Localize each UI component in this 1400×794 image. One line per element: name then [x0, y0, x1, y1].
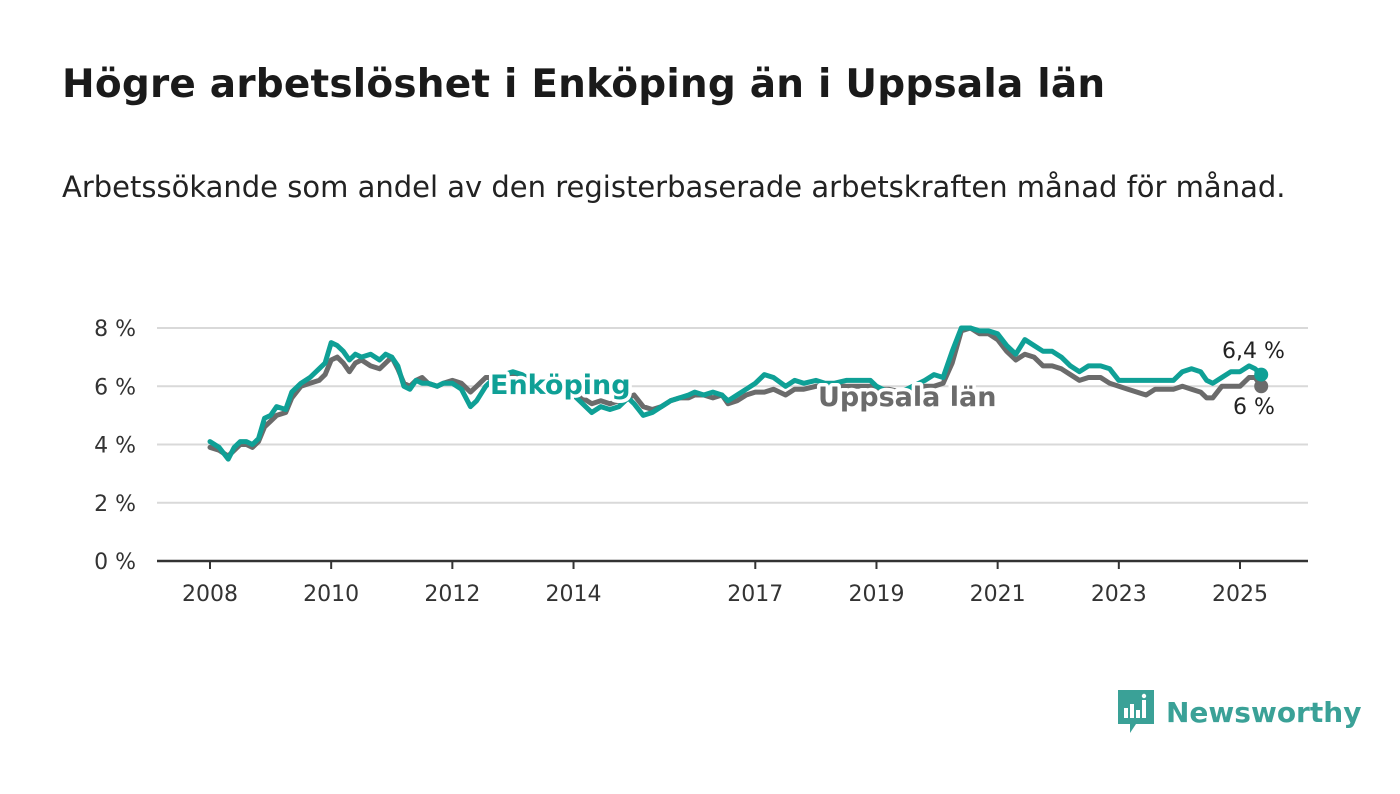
y-tick-label: 2 %	[94, 492, 136, 517]
newsworthy-brand: Newsworthy	[1118, 690, 1361, 734]
line-chart: 0 % 2 % 4 % 6 % 8 % 2008 2010 2012 2014 2017 2019…	[94, 317, 1308, 607]
series-label-enkoping: Enköping	[490, 370, 631, 401]
end-value-uppsala-lan: 6 %	[1233, 395, 1275, 420]
x-tick-label: 2008	[182, 582, 238, 607]
y-axis: 0 % 2 % 4 % 6 % 8 %	[94, 317, 136, 575]
x-tick-label: 2017	[727, 582, 783, 607]
x-tick-label: 2025	[1212, 582, 1268, 607]
brand-name: Newsworthy	[1166, 695, 1362, 729]
series-label-uppsala-lan: Uppsala län	[818, 382, 996, 413]
x-tick-label: 2010	[303, 582, 359, 607]
series-line-uppsala-lan	[207, 325, 1264, 459]
x-tick-label: 2014	[546, 582, 602, 607]
chart-title: Högre arbetslöshet i Enköping än i Uppsa…	[62, 62, 1106, 107]
y-tick-label: 6 %	[94, 375, 136, 400]
x-axis: 2008 2010 2012 2014 2017 2019 2021 2023 2025	[157, 559, 1308, 607]
end-point-uppsala-lan	[1254, 379, 1269, 394]
chart-subtitle: Arbetssökande som andel av den registerb…	[62, 170, 1286, 204]
x-tick-label: 2021	[970, 582, 1026, 607]
series-lines	[207, 325, 1269, 462]
y-tick-label: 8 %	[94, 317, 136, 342]
x-tick-label: 2012	[424, 582, 480, 607]
series-labels: Enköping Uppsala län 6,4 % 6 %	[487, 339, 1285, 420]
x-tick-label: 2019	[848, 582, 904, 607]
end-point-enkoping	[1254, 367, 1269, 382]
series-line-enkoping	[207, 325, 1264, 462]
y-tick-label: 0 %	[94, 550, 136, 575]
end-value-enkoping: 6,4 %	[1222, 339, 1285, 364]
newsworthy-logo-icon	[1118, 690, 1154, 733]
x-tick-label: 2023	[1091, 582, 1147, 607]
y-tick-label: 4 %	[94, 434, 136, 459]
